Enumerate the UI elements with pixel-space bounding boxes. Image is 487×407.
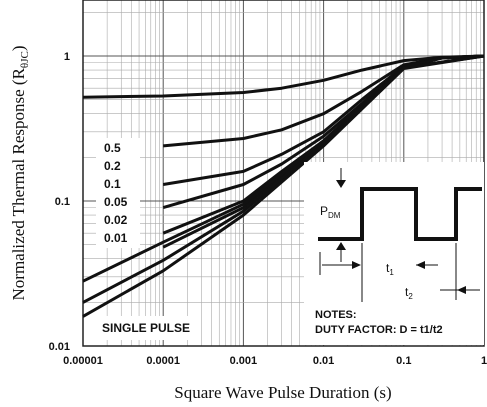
curve-labels: 0.5 0.2 0.1 0.05 0.02 0.01 — [104, 141, 128, 245]
y-tick-label: 1 — [64, 51, 70, 63]
curve-label-item: 0.02 — [104, 213, 128, 227]
pulse-waveform — [318, 187, 482, 241]
y-tick-labels: 0.01 0.1 1 — [49, 51, 70, 353]
t2-arrowhead — [457, 286, 466, 294]
x-tick-label: 0.1 — [396, 355, 411, 367]
y-axis-title: Normalized Thermal Response (RθJC) — [9, 46, 31, 301]
x-tick-label: 1 — [481, 355, 487, 367]
x-tick-labels: 0.00001 0.0001 0.001 0.01 0.1 1 — [63, 355, 487, 367]
x-tick-label: 0.01 — [313, 355, 334, 367]
t1-left-arrowhead — [416, 261, 425, 269]
y-tick-label: 0.01 — [49, 341, 70, 353]
curve-label-item: 0.05 — [104, 195, 128, 209]
t1-arrowhead — [352, 261, 361, 269]
x-tick-label: 0.0001 — [146, 355, 180, 367]
curve-single-pulse — [82, 54, 485, 318]
x-tick-label: 0.00001 — [63, 355, 103, 367]
duty-cycle-inset: PDM t1 t2 NOTES: DUTY FACTOR: D = t1/t2 — [315, 168, 482, 336]
x-tick-label: 0.001 — [230, 355, 258, 367]
pdm-arrowhead-bottom — [336, 242, 346, 250]
curve-label-item: 0.1 — [104, 177, 121, 191]
pdm-arrowhead-top — [336, 180, 346, 188]
curve-label-item: 0.01 — [104, 231, 128, 245]
y-axis-title-sub: θJC — [19, 51, 31, 68]
pdm-label: PDM — [320, 204, 341, 220]
t2-label: t2 — [405, 285, 413, 301]
curve-0p5 — [82, 54, 485, 99]
y-tick-label: 0.1 — [55, 196, 70, 208]
labels-background — [96, 138, 140, 248]
curve-label-item: 0.2 — [104, 159, 121, 173]
t1-label: t1 — [386, 261, 394, 277]
single-pulse-label: SINGLE PULSE — [102, 321, 190, 335]
y-axis-title-main: Normalized Thermal Response (R — [9, 67, 28, 300]
x-axis-title: Square Wave Pulse Duration (s) — [174, 383, 391, 402]
single-pulse-background — [96, 316, 196, 340]
curve-label-item: 0.5 — [104, 141, 121, 155]
y-axis-title-end: ) — [9, 46, 28, 52]
notes-title: NOTES: — [315, 309, 357, 321]
curves — [82, 54, 485, 318]
notes-text: DUTY FACTOR: D = t1/t2 — [315, 324, 443, 336]
